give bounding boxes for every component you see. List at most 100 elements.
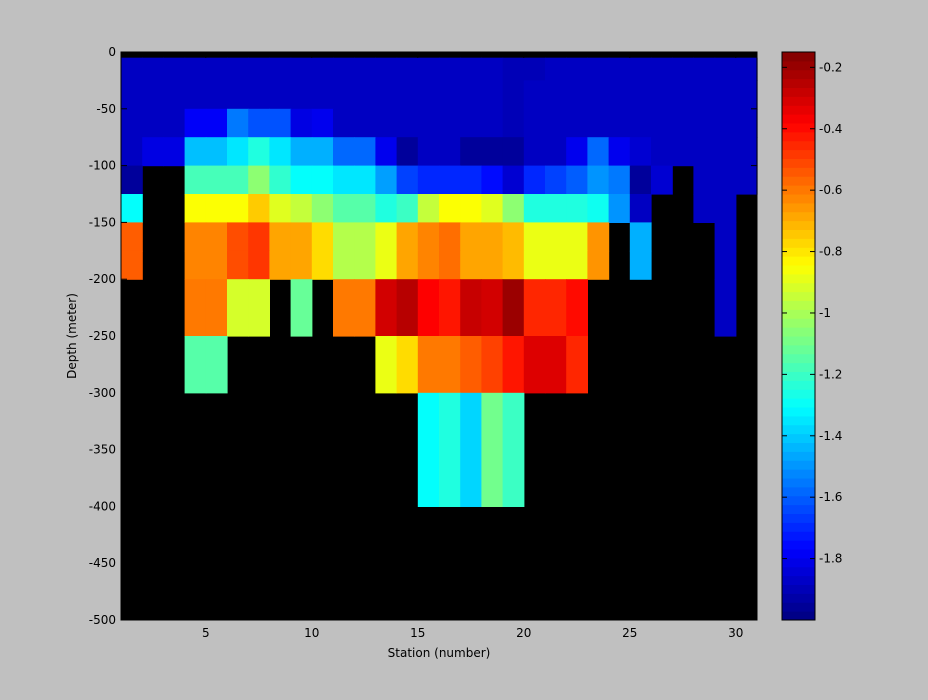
heatmap-cell — [502, 392, 525, 507]
y-tick-label: -50 — [96, 102, 116, 116]
colorbar-segment — [782, 362, 815, 373]
colorbar-segment — [782, 478, 815, 488]
heatmap-cell — [608, 165, 631, 195]
heatmap-cell — [290, 194, 313, 223]
heatmap-cell — [227, 165, 249, 195]
heatmap-cell — [439, 194, 461, 223]
colorbar-segment — [782, 380, 815, 390]
heatmap-cell — [566, 137, 588, 167]
heatmap-cell — [693, 137, 716, 167]
heatmap-cell — [629, 250, 652, 280]
heatmap-cell — [375, 165, 398, 195]
y-tick-label: -350 — [89, 443, 116, 457]
heatmap-cell — [735, 57, 758, 81]
colorbar-segment — [782, 602, 815, 612]
heatmap-cell — [121, 57, 143, 81]
heatmap-cell — [651, 137, 673, 167]
heatmap-cell — [502, 250, 525, 280]
heatmap-cell — [375, 250, 398, 280]
heatmap-cell — [545, 165, 567, 195]
heatmap-cell — [248, 80, 270, 110]
x-tick-label: 15 — [410, 626, 425, 640]
colorbar-tick-label: -0.8 — [819, 245, 842, 259]
y-tick-label: -250 — [89, 329, 116, 343]
heatmap-cell — [121, 194, 143, 223]
heatmap-cell — [121, 108, 143, 138]
heatmap-cell — [290, 108, 313, 138]
heatmap-cell — [502, 165, 525, 195]
heatmap-cell — [523, 222, 546, 252]
heatmap-cell — [566, 194, 588, 223]
heatmap-cell — [608, 194, 631, 223]
heatmap-cell — [714, 250, 737, 280]
heatmap-cell — [121, 137, 143, 167]
colorbar-segment — [782, 371, 815, 381]
colorbar-tick-label: -1.4 — [819, 429, 842, 443]
heatmap-cell — [545, 222, 567, 252]
colorbar-segment — [782, 185, 815, 195]
heatmap-cell — [481, 57, 504, 81]
colorbar-segment — [782, 114, 815, 124]
colorbar-segment — [782, 566, 815, 577]
heatmap-cell — [184, 108, 207, 138]
heatmap-cell — [587, 250, 610, 280]
heatmap-cell — [205, 165, 228, 195]
heatmap-cell — [460, 279, 482, 337]
heatmap-cell — [545, 108, 567, 138]
heatmap-cell — [248, 57, 270, 81]
heatmap-cell — [290, 57, 313, 81]
heatmap-cell — [481, 165, 504, 195]
x-tick-label: 20 — [516, 626, 531, 640]
heatmap-cell — [672, 80, 694, 110]
heatmap-cell — [205, 80, 228, 110]
heatmap-cell — [248, 250, 270, 280]
colorbar-segment — [782, 96, 815, 106]
heatmap-cell — [566, 336, 588, 394]
heatmap-cell — [629, 222, 652, 252]
heatmap-cell — [714, 279, 737, 337]
y-tick-label: -150 — [89, 215, 116, 229]
y-tick-label: -100 — [89, 159, 116, 173]
heatmap-cell — [460, 194, 482, 223]
colorbar-segment — [782, 158, 815, 168]
heatmap-cell — [587, 194, 610, 223]
heatmap-cell — [545, 336, 567, 394]
heatmap-cell — [587, 108, 610, 138]
heatmap-cell — [629, 137, 652, 167]
y-tick-label: -300 — [89, 386, 116, 400]
heatmap-cell — [163, 108, 186, 138]
heatmap-cell — [354, 222, 376, 252]
heatmap-cell — [396, 279, 419, 337]
heatmap-cell — [311, 108, 334, 138]
heatmap-cell — [714, 108, 737, 138]
colorbar-segment — [782, 123, 815, 133]
heatmap-cell — [269, 80, 292, 110]
heatmap-cell — [502, 80, 525, 110]
x-tick-label: 5 — [202, 626, 210, 640]
heatmap-cell — [333, 279, 355, 337]
heatmap-cell — [523, 137, 546, 167]
heatmap-cell — [375, 336, 398, 394]
heatmap-cell — [248, 165, 270, 195]
heatmap-cell — [417, 392, 440, 507]
colorbar-segment — [782, 549, 815, 559]
heatmap-cell — [227, 80, 249, 110]
heatmap-cell — [248, 194, 270, 223]
colorbar-segment — [782, 300, 815, 310]
x-tick-label: 30 — [728, 626, 743, 640]
heatmap-cell — [693, 108, 716, 138]
heatmap-cell — [354, 80, 376, 110]
colorbar-segment — [782, 220, 815, 231]
heatmap-cell — [290, 80, 313, 110]
heatmap-cell — [439, 57, 461, 81]
heatmap-cell — [417, 80, 440, 110]
colorbar-segment — [782, 433, 815, 444]
heatmap-cell — [290, 279, 313, 337]
heatmap-cell — [523, 57, 546, 81]
colorbar-segment — [782, 540, 815, 550]
heatmap-cell — [290, 165, 313, 195]
heatmap-cell — [184, 137, 207, 167]
heatmap-cell — [205, 222, 228, 252]
heatmap-cell — [311, 57, 334, 81]
